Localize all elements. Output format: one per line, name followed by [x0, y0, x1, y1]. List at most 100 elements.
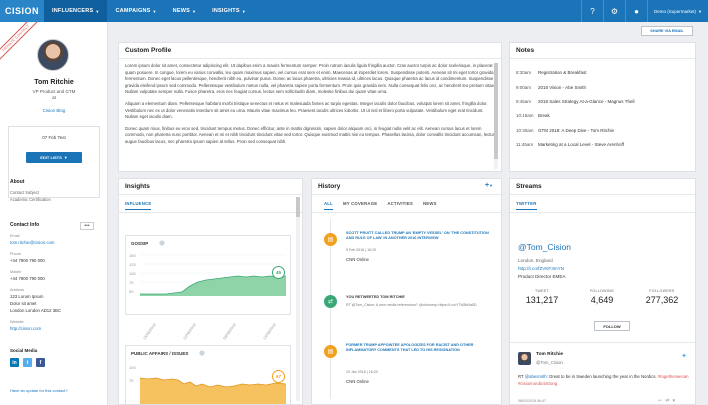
tweet-hashtags[interactable]: #togetherwecan #cisionnordicsstrong: [518, 374, 689, 386]
insights-title: Insights: [125, 183, 150, 190]
nav-tab-campaigns[interactable]: CAMPAIGNS ▼: [107, 0, 164, 22]
x-tick: 13/09/2016: [263, 323, 277, 341]
contact-name: Tom Ritchie: [34, 79, 74, 86]
gossip-card: GOSSIP 150 125 100 75 50 45: [125, 235, 291, 315]
mobile-value: +44 7900 790 000: [10, 276, 45, 281]
nav-right: ? ⚙ ● Demo (Supermarket) ▼: [581, 0, 708, 22]
divider: [510, 212, 695, 213]
cision-logo[interactable]: CISION: [0, 0, 44, 22]
custom-profile-title: Custom Profile: [125, 47, 172, 54]
private-contact-ribbon: PRIVATE CONTACT: [0, 22, 41, 63]
gossip-line: [140, 275, 287, 295]
divider: [510, 342, 695, 343]
x-tick: 12/06/2016: [183, 323, 197, 341]
history-item-source: CNN Online: [346, 257, 369, 262]
gossip-chart: 150 125 100 75 50: [129, 240, 287, 296]
twitter-location: London, England: [518, 258, 553, 263]
insights-scrollbar[interactable]: [296, 197, 300, 401]
scrollbar-thumb[interactable]: [494, 63, 498, 159]
tweet-mention[interactable]: @abesmith: [524, 374, 547, 379]
gear-icon[interactable]: ⚙: [603, 0, 625, 22]
twitter-handle[interactable]: @Tom_Cision: [518, 242, 572, 252]
nav-tab-insights[interactable]: INSIGHTS ▼: [204, 0, 254, 22]
user-icon[interactable]: ●: [625, 0, 647, 22]
chevron-down-icon: ▼: [63, 155, 68, 160]
about-line: Contact Subject: [10, 190, 39, 195]
nav-tab-influencers[interactable]: INFLUENCERS ▼: [44, 0, 108, 22]
chevron-down-icon: ▼: [489, 183, 493, 188]
edit-lists-label: EDIT LISTS: [40, 155, 62, 160]
tab-twitter[interactable]: TWITTER: [516, 201, 537, 210]
news-icon: ▤: [324, 345, 337, 358]
history-item-title[interactable]: SCOTT PRUITT CALLED TRUMP AN 'EMPTY VESS…: [346, 231, 489, 240]
address-line: 123 Lorum Ipsum: [10, 294, 44, 299]
chevron-down-icon: ▼: [241, 8, 246, 14]
twitter-icon[interactable]: t: [23, 358, 32, 367]
list-name: 07 Feb Test: [42, 135, 66, 140]
stat-label: FOLLOWERS: [649, 289, 675, 293]
role-line: VP Product and GTM: [32, 89, 76, 94]
more-options-button[interactable]: •••: [80, 222, 94, 230]
like-icon[interactable]: ♥: [672, 398, 679, 404]
edit-lists-button[interactable]: EDIT LISTS ▼: [26, 152, 82, 163]
user-menu[interactable]: Demo (Supermarket) ▼: [647, 0, 708, 22]
about-line: Academic Certification: [10, 197, 51, 202]
website-link[interactable]: http://cision.com: [10, 326, 42, 331]
note-time: 9:00am: [516, 85, 532, 90]
plus-icon: +: [484, 182, 490, 189]
tweet-handle: @Tom_Cision: [536, 360, 563, 365]
y-tick: 50: [129, 289, 134, 294]
reply-icon[interactable]: ↩: [658, 398, 666, 404]
chevron-down-icon: ▼: [95, 8, 100, 14]
tweet-actions: ↩⇄♥: [658, 398, 678, 404]
info-icon[interactable]: [199, 350, 205, 356]
share-via-email-button[interactable]: SHARE VIA EMAIL: [641, 26, 693, 36]
user-name: Demo (Supermarket): [654, 8, 697, 14]
info-icon[interactable]: [159, 240, 165, 246]
twitter-bird-icon: ✦: [681, 353, 687, 360]
paragraph: Donec quam risus, finibus eu eros sed, t…: [125, 125, 495, 144]
note-text: GTM 2018: A Deep Dive - Tom Ritchie: [538, 128, 614, 133]
avatar: [37, 39, 69, 71]
tab-news[interactable]: NEWS: [422, 201, 437, 206]
nav-tab-news[interactable]: NEWS ▼: [165, 0, 204, 22]
tab-all[interactable]: ALL: [324, 201, 333, 210]
retweet-icon[interactable]: ⇄: [665, 398, 673, 404]
tab-influence[interactable]: INFLUENCE: [125, 201, 152, 210]
public-affairs-area: [140, 378, 286, 404]
stat-value: 277,362: [645, 295, 679, 305]
chevron-down-icon: ▼: [698, 8, 702, 14]
tweet-author[interactable]: Tom Ritchie: [536, 352, 564, 357]
history-tabs: ALL MY COVERAGE ACTIVITIES NEWS: [324, 201, 437, 210]
note-time: 10:30am: [516, 128, 534, 133]
history-item-source: CNN Online: [346, 379, 369, 384]
update-contact-link[interactable]: Have an update for this contact?: [10, 388, 68, 393]
tab-activities[interactable]: ACTIVITIES: [387, 201, 413, 206]
nav-tab-label: INSIGHTS: [212, 8, 240, 14]
add-history-button[interactable]: +▼: [485, 182, 493, 189]
history-item-title[interactable]: FORMER TRUMP APPOINTEE APOLOGIZES FOR RA…: [346, 343, 474, 352]
facebook-icon[interactable]: f: [36, 358, 45, 367]
note-time: 9:45am: [516, 99, 532, 104]
divider: [119, 212, 302, 213]
twitter-link[interactable]: http://t.co/fZVKF3mYN: [518, 266, 564, 271]
email-link[interactable]: tom.ritchie@cision.com: [10, 240, 55, 245]
follow-button[interactable]: FOLLOW: [594, 321, 630, 331]
history-panel: History +▼ ALL MY COVERAGE ACTIVITIES NE…: [311, 178, 502, 405]
paragraph: Lorem ipsum dolor sit amet, consectetur …: [125, 63, 496, 95]
tweet-text: RT @abesmith: Great to be in Sweden laun…: [518, 374, 690, 387]
outlet-link[interactable]: Cision Blog: [42, 108, 66, 113]
tab-my-coverage[interactable]: MY COVERAGE: [342, 201, 378, 206]
linkedin-icon[interactable]: in: [10, 358, 19, 367]
history-title: History: [318, 183, 341, 190]
social-icons: in t f: [10, 358, 45, 367]
scrollbar-thumb[interactable]: [296, 197, 300, 217]
history-item-title: YOU RETWEETED TOM RITCHIE: [346, 295, 405, 299]
custom-profile-scrollbar[interactable]: [494, 63, 498, 169]
note-time: 10:15am: [516, 113, 534, 118]
stat-tweets: TWEET 131,217: [514, 289, 570, 305]
help-icon[interactable]: ?: [581, 0, 603, 22]
note-time: 11:45am: [516, 142, 534, 147]
top-nav: CISION INFLUENCERS ▼ CAMPAIGNS ▼ NEWS ▼ INS…: [0, 0, 708, 22]
lists-box: 07 Feb Test EDIT LISTS ▼: [8, 126, 100, 198]
